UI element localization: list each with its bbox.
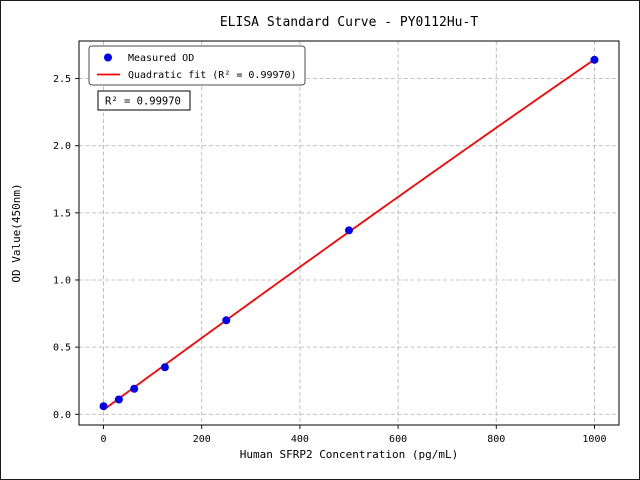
x-tick-label: 800 [487, 434, 505, 445]
legend-marker-measured-od [104, 53, 112, 62]
data-point [345, 226, 353, 235]
x-tick-label: 200 [193, 434, 211, 445]
annotation-text: R² = 0.99970 [105, 96, 181, 108]
y-tick-label: 0.0 [53, 410, 71, 421]
plot-border [78, 40, 620, 426]
legend-label-measured-od: Measured OD [128, 53, 194, 64]
r-squared-annotation: R² = 0.99970 [97, 90, 191, 111]
x-tick-label: 1000 [582, 434, 606, 445]
legend-box [88, 45, 306, 86]
legend: Measured OD Quadratic fit (R² = 0.99970) [88, 45, 306, 86]
data-point [114, 395, 123, 404]
y-tick-label: 2.0 [53, 141, 71, 152]
data-point [130, 384, 139, 393]
tick-marks [75, 78, 595, 429]
y-tick-label: 0.5 [53, 343, 71, 354]
legend-label-quadratic-fit: Quadratic fit (R² = 0.99970) [128, 70, 297, 81]
data-point [160, 363, 169, 372]
annotation-box [97, 90, 191, 111]
data-point [222, 316, 231, 325]
tick-labels: 0 200 400 600 800 1000 0.0 0.5 1.0 1.5 2.0 2.5 [53, 74, 607, 445]
quadratic-fit-line [103, 58, 595, 411]
grid [79, 41, 619, 425]
y-tick-label: 2.5 [53, 74, 71, 85]
x-tick-label: 600 [389, 434, 407, 445]
data-point [590, 55, 599, 64]
y-tick-label: 1.5 [53, 208, 71, 219]
y-axis-label: OD Value(450nm) [10, 183, 23, 282]
x-tick-label: 0 [101, 434, 107, 445]
chart-title: ELISA Standard Curve - PY0112Hu-T [220, 15, 478, 30]
x-axis-label: Human SFRP2 Concentration (pg/mL) [240, 448, 459, 461]
x-tick-label: 400 [291, 434, 309, 445]
measured-od-points [99, 55, 599, 411]
data-point [99, 402, 108, 411]
y-tick-label: 1.0 [53, 275, 71, 286]
